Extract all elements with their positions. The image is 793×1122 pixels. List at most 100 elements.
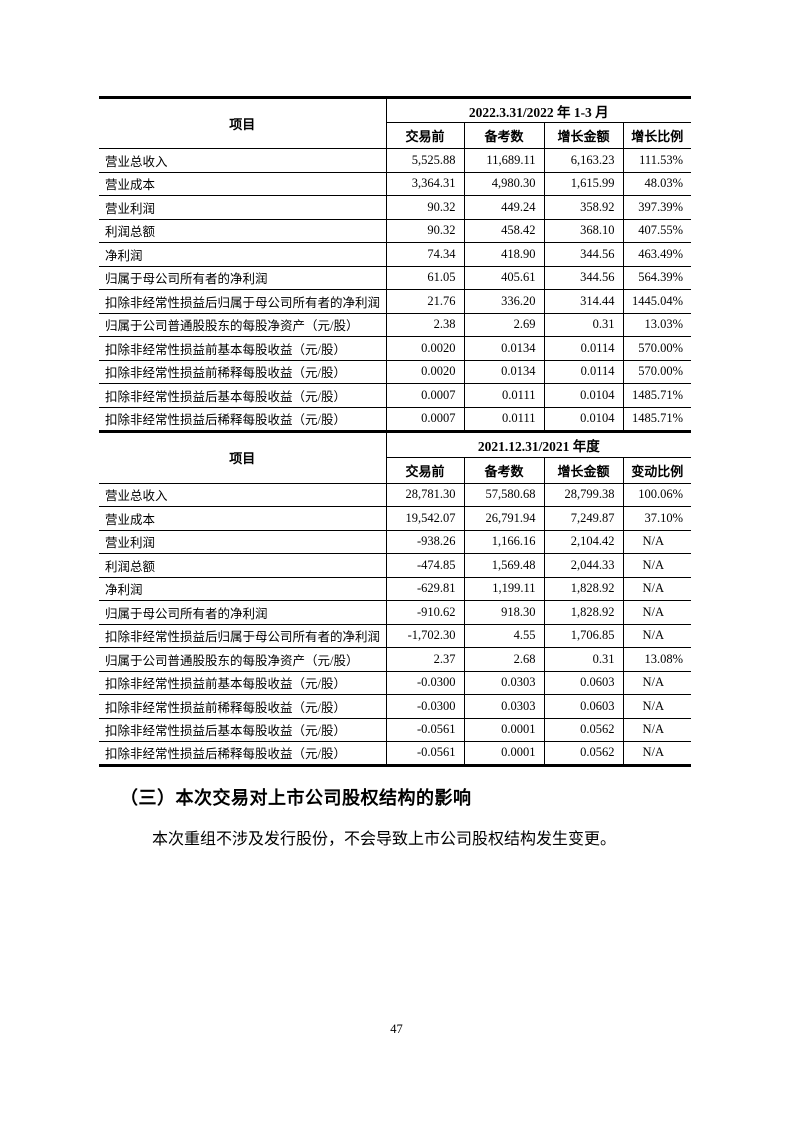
cell-growth-amount: 344.56 <box>543 242 624 267</box>
cell-pre-deal: 0.0020 <box>385 336 465 361</box>
cell-pre-deal: -474.85 <box>385 553 465 578</box>
period-header: 2022.3.31/2022 年 1-3 月 <box>385 97 691 123</box>
section-heading: （三）本次交易对上市公司股权结构的影响 <box>120 788 472 808</box>
cell-pro-forma: 11,689.11 <box>463 148 545 173</box>
cell-growth-ratio: 570.00% <box>622 359 691 384</box>
header-row-period: 项目 2022.3.31/2022 年 1-3 月 <box>99 97 691 149</box>
cell-pre-deal: 74.34 <box>385 242 465 267</box>
col-header-growth-amount: 增长金额 <box>543 456 624 484</box>
cell-change-ratio: N/A <box>622 717 692 742</box>
cell-growth-ratio: 564.39% <box>622 265 691 290</box>
cell-pro-forma: 1,166.16 <box>463 529 545 554</box>
col-header-pre-deal: 交易前 <box>386 456 465 484</box>
cell-growth-amount: 0.31 <box>543 647 624 672</box>
cell-pro-forma: 4,980.30 <box>463 171 545 196</box>
cell-pro-forma: 336.20 <box>463 289 545 314</box>
cell-growth-amount: 7,249.87 <box>543 506 624 531</box>
cell-growth-ratio: 397.39% <box>622 195 691 220</box>
table-row: 扣除非经常性损益前基本每股收益（元/股） 0.0020 0.0134 0.011… <box>99 336 691 361</box>
table-row: 营业利润 90.32 449.24 358.92 397.39% <box>99 195 691 220</box>
cell-change-ratio: N/A <box>622 623 692 648</box>
table-2021-body: 营业总收入 28,781.30 57,580.68 28,799.38 100.… <box>99 482 692 766</box>
row-label: 净利润 <box>99 576 387 601</box>
cell-pro-forma: 2.69 <box>463 312 545 337</box>
cell-pro-forma: 0.0001 <box>463 741 545 766</box>
cell-pre-deal: 90.32 <box>385 218 465 243</box>
row-label: 归属于母公司所有者的净利润 <box>99 265 387 290</box>
table-row: 净利润 -629.81 1,199.11 1,828.92 N/A <box>99 576 692 601</box>
cell-pro-forma: 0.0134 <box>463 336 545 361</box>
cell-pre-deal: 90.32 <box>385 195 465 220</box>
cell-pro-forma: 449.24 <box>463 195 545 220</box>
table-2021-header: 项目 2021.12.31/2021 年度 交易前 备考数 增长金额 变动比例 <box>99 431 692 484</box>
row-label: 扣除非经常性损益后基本每股收益（元/股） <box>99 383 387 408</box>
cell-pro-forma: 0.0111 <box>463 383 545 408</box>
cell-pre-deal: 2.38 <box>385 312 465 337</box>
cell-pre-deal: -629.81 <box>385 576 465 601</box>
table-row: 扣除非经常性损益后归属于母公司所有者的净利润 -1,702.30 4.55 1,… <box>99 623 692 648</box>
cell-growth-amount: 28,799.38 <box>543 482 624 507</box>
cell-pre-deal: 0.0007 <box>385 406 465 431</box>
cell-change-ratio: 13.08% <box>622 647 692 672</box>
cell-growth-amount: 0.0104 <box>543 406 624 431</box>
table-row: 营业总收入 5,525.88 11,689.11 6,163.23 111.53… <box>99 148 691 173</box>
table-row: 扣除非经常性损益后稀释每股收益（元/股） 0.0007 0.0111 0.010… <box>99 406 691 431</box>
header-row-period: 项目 2021.12.31/2021 年度 <box>99 431 692 484</box>
cell-pro-forma: 4.55 <box>463 623 545 648</box>
cell-pro-forma: 0.0303 <box>463 694 545 719</box>
pro-forma-table-2021: 项目 2021.12.31/2021 年度 交易前 备考数 增长金额 变动比例 … <box>99 431 692 767</box>
cell-growth-amount: 2,044.33 <box>543 553 624 578</box>
cell-pro-forma: 0.0134 <box>463 359 545 384</box>
cell-growth-ratio: 570.00% <box>622 336 691 361</box>
cell-pre-deal: -910.62 <box>385 600 465 625</box>
col-header-pro-forma: 备考数 <box>463 456 545 484</box>
table-row: 归属于公司普通股股东的每股净资产（元/股） 2.37 2.68 0.31 13.… <box>99 647 692 672</box>
cell-growth-ratio: 407.55% <box>622 218 691 243</box>
cell-growth-amount: 0.0603 <box>543 694 624 719</box>
cell-growth-amount: 0.31 <box>543 312 624 337</box>
cell-change-ratio: N/A <box>622 529 692 554</box>
cell-growth-amount: 0.0603 <box>543 670 624 695</box>
cell-pre-deal: 61.05 <box>385 265 465 290</box>
row-label: 扣除非经常性损益前基本每股收益（元/股） <box>99 670 387 695</box>
table-row: 归属于公司普通股股东的每股净资产（元/股） 2.38 2.69 0.31 13.… <box>99 312 691 337</box>
table-row: 归属于母公司所有者的净利润 61.05 405.61 344.56 564.39… <box>99 265 691 290</box>
row-label: 扣除非经常性损益后稀释每股收益（元/股） <box>99 741 387 766</box>
row-label: 扣除非经常性损益后归属于母公司所有者的净利润 <box>99 289 387 314</box>
cell-growth-amount: 368.10 <box>543 218 624 243</box>
cell-growth-amount: 0.0114 <box>543 336 624 361</box>
pro-forma-tables: 项目 2022.3.31/2022 年 1-3 月 交易前 备考数 增长金额 增… <box>99 96 692 767</box>
row-label: 利润总额 <box>99 553 387 578</box>
table-row: 扣除非经常性损益后归属于母公司所有者的净利润 21.76 336.20 314.… <box>99 289 691 314</box>
cell-change-ratio: N/A <box>622 600 692 625</box>
table-2022-body: 营业总收入 5,525.88 11,689.11 6,163.23 111.53… <box>99 148 691 431</box>
cell-growth-ratio: 111.53% <box>622 148 691 173</box>
table-row: 利润总额 90.32 458.42 368.10 407.55% <box>99 218 691 243</box>
cell-pro-forma: 26,791.94 <box>463 506 545 531</box>
table-row: 扣除非经常性损益后基本每股收益（元/股） -0.0561 0.0001 0.05… <box>99 717 692 742</box>
cell-pro-forma: 0.0303 <box>463 670 545 695</box>
col-header-growth-ratio: 增长比例 <box>622 122 691 149</box>
row-label: 净利润 <box>99 242 387 267</box>
cell-growth-amount: 0.0562 <box>543 717 624 742</box>
cell-growth-amount: 1,828.92 <box>543 576 624 601</box>
table-row: 营业利润 -938.26 1,166.16 2,104.42 N/A <box>99 529 692 554</box>
cell-growth-ratio: 463.49% <box>622 242 691 267</box>
col-header-change-ratio: 变动比例 <box>622 456 692 484</box>
cell-growth-ratio: 13.03% <box>622 312 691 337</box>
cell-pro-forma: 1,199.11 <box>463 576 545 601</box>
cell-growth-amount: 0.0104 <box>543 383 624 408</box>
cell-change-ratio: 37.10% <box>622 506 692 531</box>
section-paragraph: 本次重组不涉及发行股份，不会导致上市公司股权结构发生变更。 <box>152 831 617 848</box>
table-2022-header: 项目 2022.3.31/2022 年 1-3 月 交易前 备考数 增长金额 增… <box>99 97 691 149</box>
cell-pro-forma: 2.68 <box>463 647 545 672</box>
table-row: 净利润 74.34 418.90 344.56 463.49% <box>99 242 691 267</box>
cell-pre-deal: 0.0020 <box>385 359 465 384</box>
table-row: 营业成本 3,364.31 4,980.30 1,615.99 48.03% <box>99 171 691 196</box>
cell-growth-amount: 2,104.42 <box>543 529 624 554</box>
row-label: 营业总收入 <box>99 148 387 173</box>
cell-pro-forma: 918.30 <box>463 600 545 625</box>
row-label: 扣除非经常性损益前稀释每股收益（元/股） <box>99 359 387 384</box>
cell-growth-ratio: 1485.71% <box>622 383 691 408</box>
row-label: 利润总额 <box>99 218 387 243</box>
